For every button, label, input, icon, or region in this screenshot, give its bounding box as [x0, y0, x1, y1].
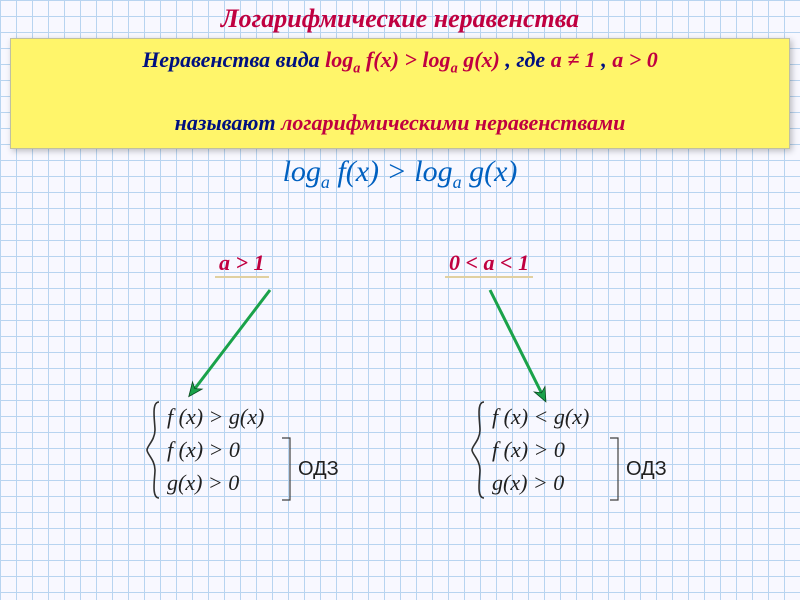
- arrows-layer: [0, 0, 800, 600]
- system-left-lines: f (x) > g(x) f (x) > 0 g(x) > 0: [163, 400, 264, 500]
- arrow-right: [490, 290, 545, 400]
- odz-right: ОДЗ: [608, 436, 667, 502]
- sys-left-row-3: g(x) > 0: [167, 471, 264, 495]
- right-bracket-icon: [608, 436, 622, 502]
- sys-right-row-1: f (x) < g(x): [492, 405, 589, 429]
- slide-content: Логарифмические неравенства Неравенства …: [0, 0, 800, 600]
- sys-right-row-3: g(x) > 0: [492, 471, 589, 495]
- left-brace-icon: [145, 400, 163, 500]
- right-bracket-icon: [280, 436, 294, 502]
- system-left: f (x) > g(x) f (x) > 0 g(x) > 0: [145, 400, 264, 500]
- system-right: f (x) < g(x) f (x) > 0 g(x) > 0: [470, 400, 589, 500]
- system-right-lines: f (x) < g(x) f (x) > 0 g(x) > 0: [488, 400, 589, 500]
- odz-label-left: ОДЗ: [294, 458, 339, 481]
- left-brace-icon: [470, 400, 488, 500]
- odz-label-right: ОДЗ: [622, 458, 667, 481]
- arrow-left: [190, 290, 270, 395]
- sys-left-row-2: f (x) > 0: [167, 438, 264, 462]
- odz-left: ОДЗ: [280, 436, 339, 502]
- sys-right-row-2: f (x) > 0: [492, 438, 589, 462]
- sys-left-row-1: f (x) > g(x): [167, 405, 264, 429]
